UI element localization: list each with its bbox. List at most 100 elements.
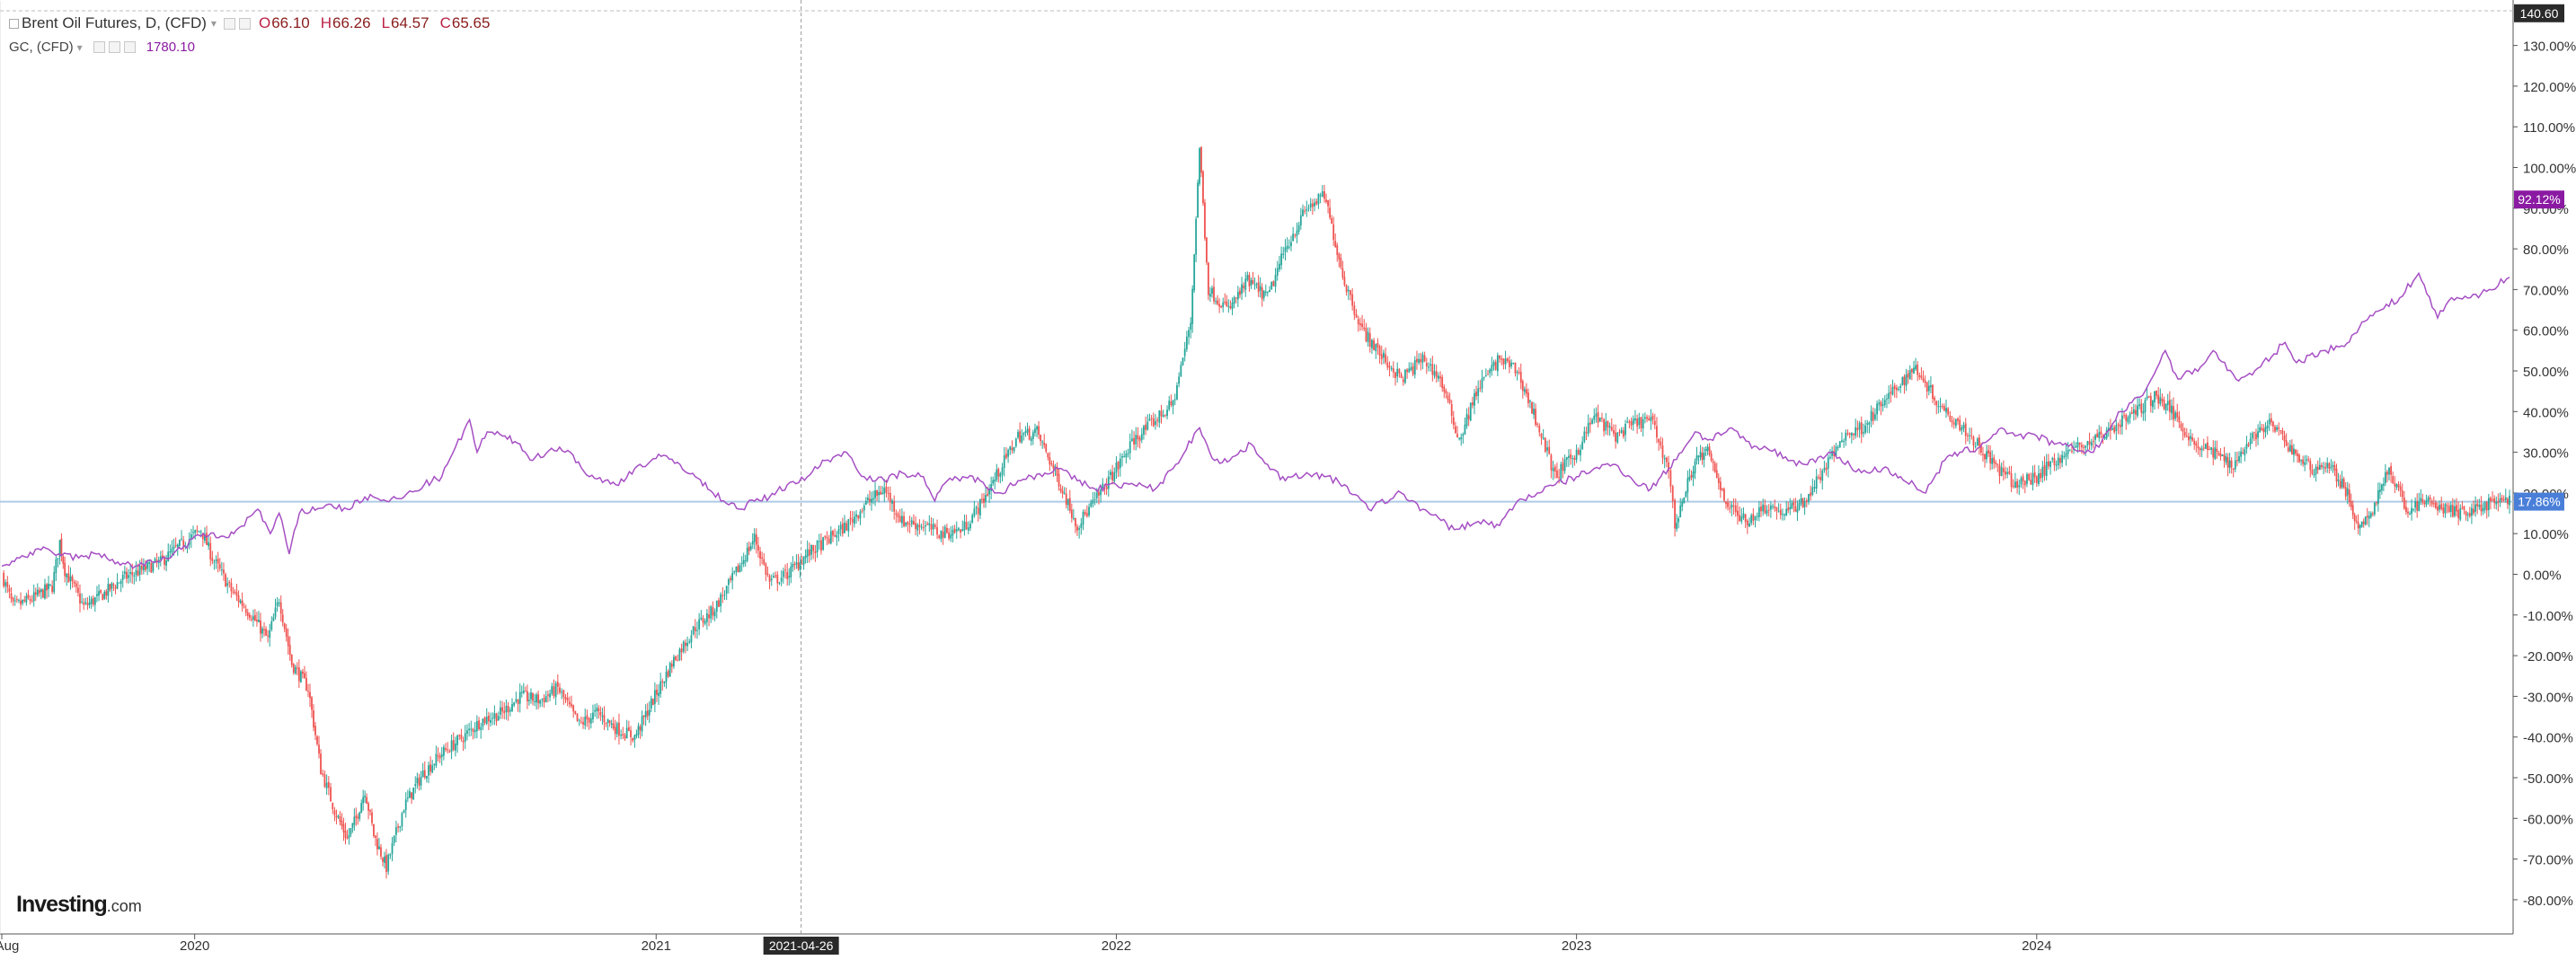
candle-body: [2397, 484, 2400, 488]
candle-body: [965, 522, 968, 530]
candle-body: [1052, 464, 1055, 469]
candle-body: [1001, 467, 1004, 475]
collapse-icon[interactable]: [9, 18, 19, 29]
candle-body: [625, 727, 628, 739]
candle-body: [1607, 420, 1609, 427]
candle-body: [121, 575, 124, 580]
candle-body: [2080, 445, 2083, 448]
candle-body: [1286, 245, 1288, 250]
candle-body: [2478, 504, 2481, 507]
candle-body: [723, 594, 726, 596]
candle-body: [1898, 388, 1899, 390]
candle-body: [1793, 502, 1795, 506]
candle-body: [1789, 506, 1792, 510]
candle-body: [2166, 401, 2169, 405]
candle-body: [38, 590, 40, 594]
candle-body: [2405, 506, 2407, 513]
candle-body: [1319, 195, 1322, 197]
candle-body: [1270, 281, 1273, 290]
candle-body: [1665, 457, 1668, 462]
candle-body: [1143, 426, 1145, 435]
candle-body: [397, 826, 399, 828]
candle-body: [1640, 417, 1642, 428]
hide-icon[interactable]: [108, 41, 120, 53]
candle-body: [367, 803, 369, 811]
candle-body: [2199, 447, 2201, 451]
candle-body: [1930, 384, 1932, 388]
candle-body: [1927, 385, 1930, 392]
candle-body: [1005, 454, 1007, 459]
candle-body: [1195, 218, 1198, 255]
candle-body: [663, 682, 666, 684]
settings-icon[interactable]: [93, 41, 105, 53]
candle-body: [685, 642, 686, 647]
candle-body: [891, 500, 893, 504]
candle-body: [230, 583, 233, 592]
candle-body: [2281, 430, 2284, 435]
candle-body: [1180, 365, 1182, 377]
candle-body: [1893, 385, 1896, 390]
candle-body: [1597, 412, 1599, 423]
candle-body: [84, 602, 87, 604]
candle-body: [2261, 427, 2263, 430]
candle-body: [116, 582, 119, 589]
candle-body: [627, 727, 630, 732]
candle-body: [220, 569, 223, 571]
candle-body: [1343, 277, 1346, 286]
candle-body: [2113, 427, 2116, 433]
candle-body: [639, 727, 642, 731]
candle-body: [165, 560, 168, 566]
hide-icon[interactable]: [238, 17, 251, 30]
candle-body: [1252, 279, 1254, 284]
candle-body: [12, 597, 14, 602]
candle-body: [1777, 511, 1780, 513]
candle-body: [48, 583, 49, 590]
candle-body: [40, 589, 42, 593]
candle-body: [720, 594, 722, 607]
candle-body: [895, 513, 898, 515]
candle-body: [768, 575, 771, 582]
close-icon[interactable]: [123, 41, 136, 53]
candle-body: [1464, 424, 1466, 435]
candle-body: [1917, 365, 1919, 375]
candle-body: [1595, 413, 1598, 417]
candle-body: [2135, 410, 2137, 415]
candle-body: [1383, 352, 1385, 358]
candle-body: [1622, 430, 1624, 437]
y-tick-label: 0.00%: [2523, 568, 2562, 584]
candle-body: [1974, 445, 1977, 447]
candle-body: [1213, 286, 1215, 302]
candle-body: [1078, 528, 1081, 530]
candle-body: [1410, 366, 1412, 370]
main-series-name[interactable]: Brent Oil Futures, D, (CFD): [22, 14, 207, 31]
candle-body: [633, 735, 636, 740]
candle-body: [237, 595, 240, 603]
candle-body: [120, 580, 122, 585]
candle-body: [1302, 209, 1304, 216]
candle-body: [1420, 358, 1422, 363]
candle-body: [1404, 369, 1406, 383]
gold-last-value-badge: 92.12%: [2518, 192, 2560, 207]
candle-body: [353, 816, 356, 825]
candle-body: [562, 690, 565, 698]
candle-body: [2000, 467, 2003, 476]
candle-body: [20, 600, 22, 605]
compare-series-name[interactable]: GC, (CFD): [9, 40, 74, 55]
candle-body: [1162, 415, 1164, 418]
candle-body: [571, 703, 572, 707]
candle-body: [1355, 313, 1358, 318]
candle-body: [893, 501, 896, 512]
candle-body: [1910, 368, 1913, 373]
candle-body: [250, 619, 252, 621]
candle-body: [981, 498, 983, 500]
candle-body: [603, 714, 606, 723]
chevron-down-icon[interactable]: ▾: [210, 17, 217, 30]
candle-body: [1890, 392, 1892, 394]
candle-body: [1155, 420, 1156, 425]
settings-icon[interactable]: [223, 17, 235, 30]
candle-body: [1148, 418, 1151, 421]
chevron-down-icon[interactable]: ▾: [76, 40, 83, 54]
candle-body: [1972, 436, 1975, 446]
